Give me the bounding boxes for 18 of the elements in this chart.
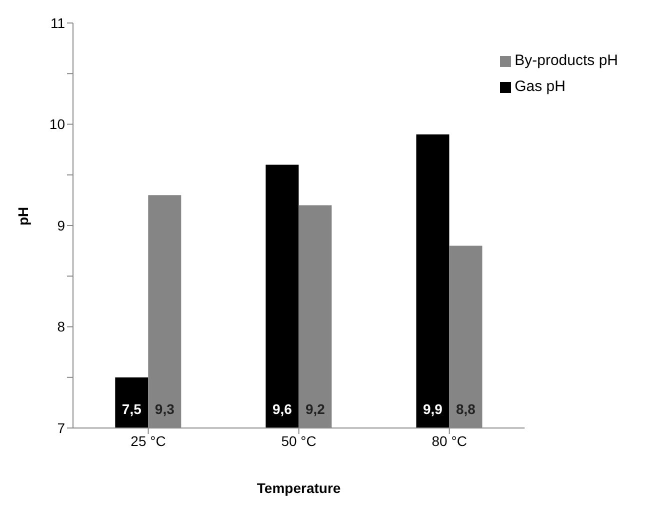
x-tick-label: 25 °C: [130, 432, 166, 449]
y-tick-label: 9: [57, 217, 66, 234]
y-tick-label: 8: [57, 318, 66, 335]
data-label: 9,9: [423, 401, 443, 417]
x-tick-label: 50 °C: [281, 432, 316, 449]
data-label: 8,8: [456, 401, 476, 417]
y-tick-label: 10: [49, 116, 66, 132]
data-label: 9,2: [305, 401, 326, 417]
data-label: 7,5: [122, 401, 142, 417]
data-label: 9,6: [272, 401, 292, 417]
y-tick-label: 11: [50, 14, 66, 31]
legend-label: Gas pH: [514, 78, 566, 95]
x-tick-label: 80 °C: [432, 432, 467, 449]
data-label: 9,3: [154, 401, 175, 417]
y-tick-label: 7: [57, 420, 66, 436]
x-axis-title: Temperature: [256, 480, 341, 496]
legend-label: By-products pH: [514, 52, 618, 69]
y-axis-title: pH: [14, 206, 31, 226]
